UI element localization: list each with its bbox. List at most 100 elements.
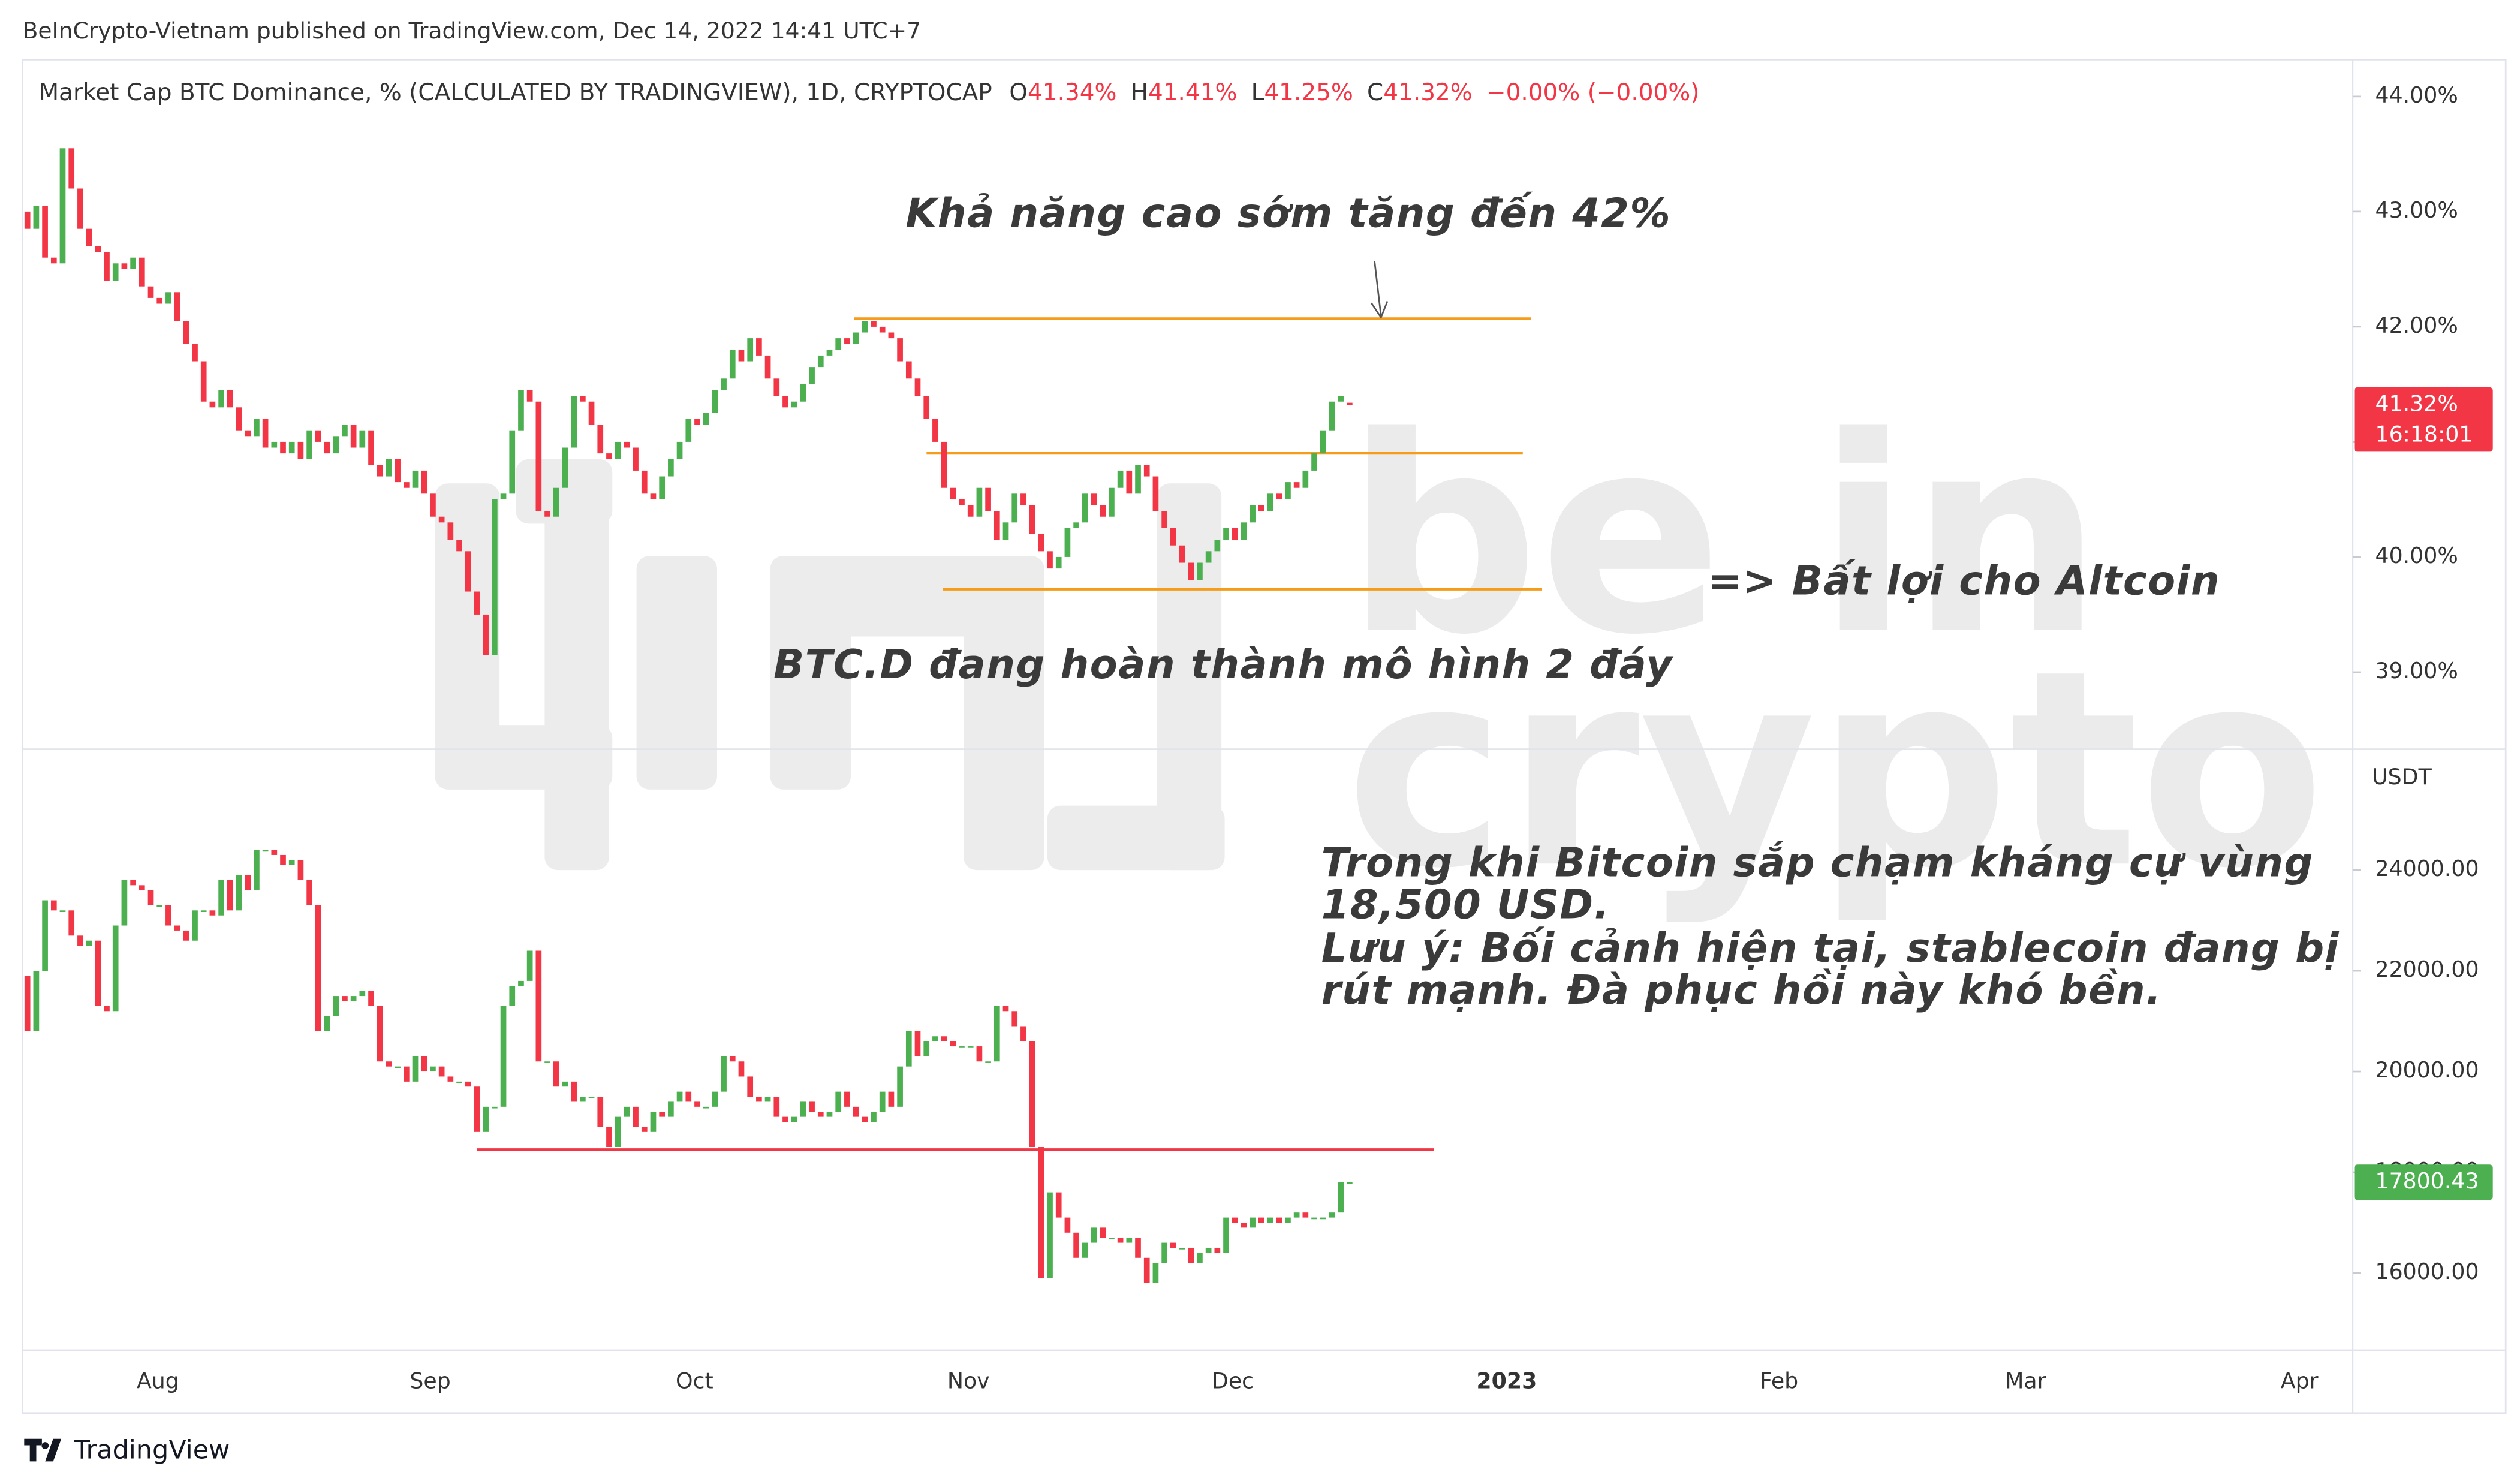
candle: [306, 430, 312, 459]
candle: [1135, 465, 1141, 494]
candle: [817, 355, 824, 368]
candle: [350, 996, 357, 1001]
candle: [342, 425, 348, 437]
candle: [844, 1091, 850, 1107]
y-tick-label: 16000.00: [2375, 1259, 2479, 1284]
candle: [147, 286, 154, 298]
last-price-box: [2354, 387, 2493, 452]
candle: [729, 350, 736, 379]
candle: [1011, 493, 1018, 523]
candle: [791, 401, 797, 408]
candle: [209, 910, 216, 916]
candle: [544, 1061, 550, 1063]
candle: [421, 1056, 427, 1072]
last-price-label: 41.32%: [2375, 390, 2458, 416]
x-tick-label: Mar: [2005, 1368, 2046, 1394]
candle: [1064, 528, 1071, 557]
annotation: 18,500 USD.: [1321, 881, 1610, 928]
candle: [553, 1061, 559, 1087]
y-tick-label: 40.00%: [2375, 543, 2458, 568]
candle: [1135, 1238, 1141, 1258]
axis-unit: USDT: [2372, 764, 2432, 790]
candle: [1126, 470, 1133, 494]
candle: [712, 1091, 718, 1107]
candle: [33, 206, 40, 229]
candle: [218, 880, 224, 916]
candle: [932, 1036, 938, 1041]
candle: [165, 905, 171, 926]
candle: [1293, 482, 1300, 488]
candle: [853, 332, 859, 344]
annotation: BTC.D đang hoàn thành mô hình 2 đáy: [773, 641, 1674, 688]
candle: [1161, 1242, 1167, 1263]
candle: [174, 292, 180, 321]
watermark-text: crypto: [1345, 613, 2325, 928]
candle: [1223, 1217, 1229, 1253]
candle: [959, 1046, 965, 1048]
candle: [817, 1112, 824, 1117]
candle: [1276, 1217, 1282, 1223]
candle: [474, 591, 480, 615]
candle: [1250, 505, 1256, 523]
candle: [1152, 1263, 1159, 1283]
watermark-shape: [544, 459, 609, 871]
candle: [377, 465, 383, 477]
x-tick-label: Nov: [947, 1368, 990, 1394]
candle: [200, 361, 207, 402]
candle: [359, 991, 366, 997]
candle: [1302, 470, 1309, 488]
candle: [342, 996, 348, 1001]
x-tick-label: Sep: [410, 1368, 450, 1394]
candle: [421, 470, 427, 494]
candle: [104, 1006, 110, 1012]
candle: [492, 1106, 498, 1109]
candle: [871, 321, 877, 327]
candle: [333, 996, 339, 1016]
candle: [509, 986, 516, 1006]
candle: [976, 1046, 983, 1062]
candle: [764, 355, 771, 379]
candle: [862, 321, 868, 333]
candle: [923, 396, 930, 419]
x-tick-label: Feb: [1760, 1368, 1798, 1394]
candle: [24, 976, 31, 1031]
legend-change: −0.00% (−0.00%): [1486, 79, 1700, 106]
x-tick-label: Oct: [676, 1368, 713, 1394]
candle: [756, 338, 762, 356]
candle: [1179, 545, 1185, 563]
candle: [879, 326, 886, 333]
legend-title: Market Cap BTC Dominance, % (CALCULATED …: [39, 79, 992, 106]
candle: [86, 940, 92, 946]
candle: [1091, 493, 1097, 505]
legend-value: 41.34%: [1028, 79, 1117, 106]
candle: [835, 1091, 842, 1112]
candle: [456, 1081, 462, 1083]
candle: [377, 1006, 383, 1062]
candle: [562, 1081, 568, 1087]
candle: [438, 516, 445, 523]
candle: [33, 971, 40, 1031]
candle: [280, 854, 286, 865]
candle: [1117, 1238, 1124, 1243]
candle: [386, 459, 392, 477]
candle: [395, 1066, 401, 1068]
candle: [993, 1006, 1000, 1062]
candle: [1143, 1257, 1150, 1283]
candle: [624, 441, 630, 448]
candle: [1188, 1247, 1194, 1263]
candle: [888, 1091, 895, 1107]
candle: [1329, 401, 1335, 431]
series-legend: Market Cap BTC Dominance, % (CALCULATED …: [39, 79, 1700, 106]
y-tick-label: 20000.00: [2375, 1057, 2479, 1083]
candle: [447, 522, 454, 540]
candle: [1161, 511, 1167, 528]
candle: [465, 1081, 471, 1087]
candle: [1170, 528, 1176, 546]
candle: [782, 396, 788, 408]
candle: [1020, 493, 1026, 505]
candle: [597, 1097, 604, 1127]
candle: [438, 1066, 445, 1077]
candle: [165, 292, 171, 304]
candle: [553, 487, 559, 517]
